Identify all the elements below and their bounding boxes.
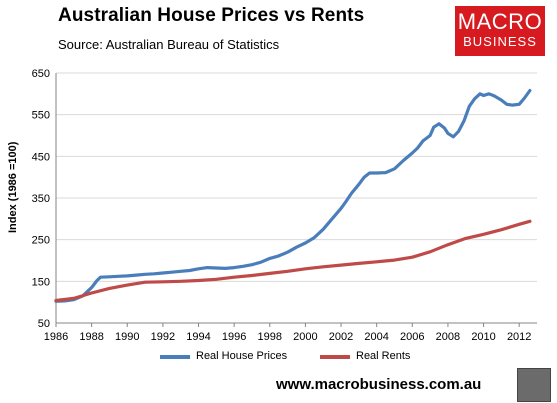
x-tick-label-1992: 1992 [151, 331, 175, 343]
x-tick-label-1988: 1988 [79, 331, 103, 343]
y-tick-label-250: 250 [32, 235, 50, 247]
legend-label-house-prices: Real House Prices [196, 350, 288, 362]
legend-swatch-house-prices [160, 355, 190, 359]
y-tick-label-50: 50 [38, 318, 50, 330]
y-tick-label-150: 150 [32, 276, 50, 288]
y-tick-label-450: 450 [32, 151, 50, 163]
series-line-real-rents [54, 219, 532, 303]
x-tick-label-2002: 2002 [329, 331, 353, 343]
logo-line1: MACRO [457, 9, 543, 34]
y-tick-label-550: 550 [32, 110, 50, 122]
legend-swatch-rents [320, 355, 350, 359]
x-tick-label-2004: 2004 [364, 331, 388, 343]
x-tick-label-1986: 1986 [44, 331, 68, 343]
website-url[interactable]: www.macrobusiness.com.au [276, 376, 482, 393]
wolf-icon [517, 368, 551, 402]
series-line-real-house-prices [54, 88, 532, 303]
x-tick-label-1990: 1990 [115, 331, 139, 343]
x-tick-label-2000: 2000 [293, 331, 317, 343]
x-tick-label-2008: 2008 [436, 331, 460, 343]
logo-line2: BUSINESS [463, 34, 537, 49]
x-tick-label-2012: 2012 [507, 331, 531, 343]
x-tick-label-1998: 1998 [258, 331, 282, 343]
chart-title: Australian House Prices vs Rents [58, 5, 365, 26]
y-tick-label-650: 650 [32, 68, 50, 80]
x-tick-label-1996: 1996 [222, 331, 246, 343]
x-tick-label-1994: 1994 [186, 331, 210, 343]
chart-subtitle: Source: Australian Bureau of Statistics [58, 37, 280, 52]
y-tick-label-350: 350 [32, 193, 50, 205]
x-tick-label-2006: 2006 [400, 331, 424, 343]
macrobusiness-logo: MACRO BUSINESS [455, 6, 545, 56]
legend-label-rents: Real Rents [356, 350, 411, 362]
x-tick-label-2010: 2010 [471, 331, 495, 343]
